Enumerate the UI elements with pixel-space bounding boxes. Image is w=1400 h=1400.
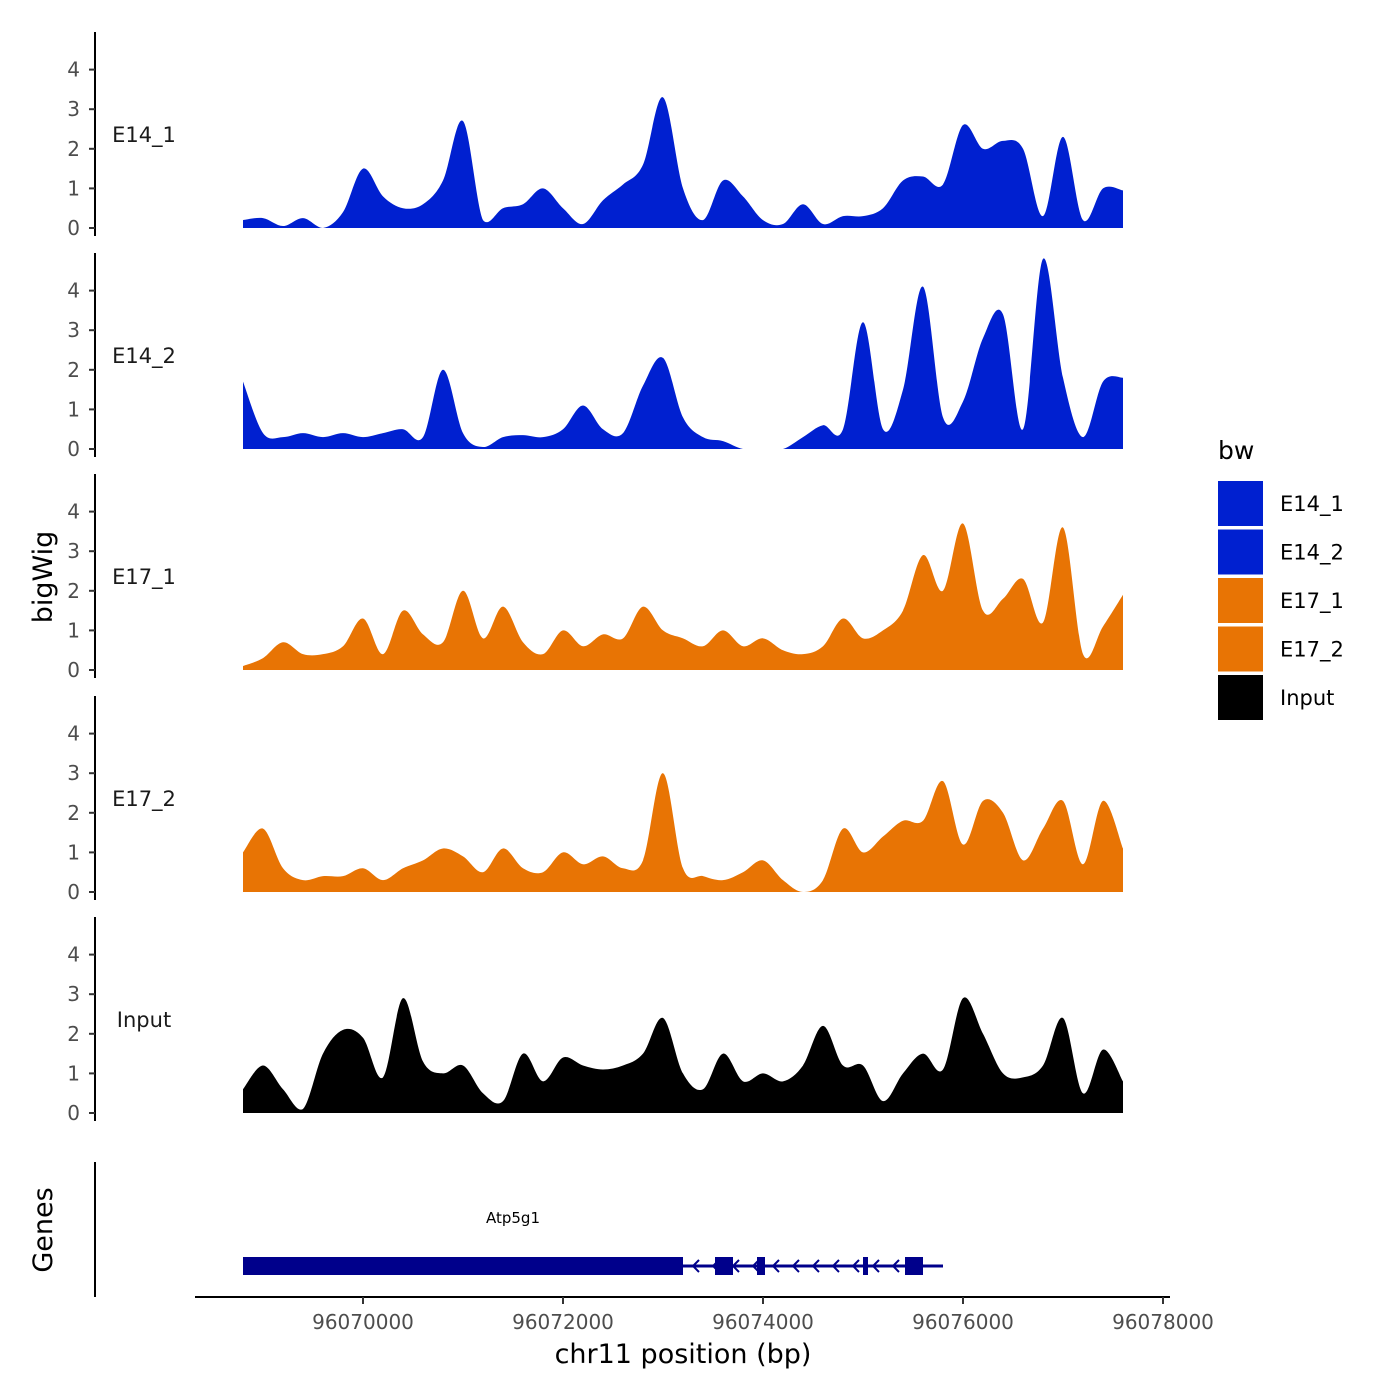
coverage-area-e17-1 — [243, 523, 1123, 670]
y-axis-title: bigWig — [28, 531, 59, 624]
track-panel-e17-1: 0 1 2 3 4 E17_1 — [67, 474, 1123, 682]
gene-exon — [715, 1257, 733, 1275]
gene-exon — [905, 1257, 923, 1275]
track-panel-e14-2: 0 1 2 3 4 E14_2 — [67, 253, 1123, 461]
x-ticks: 96070000 96072000 96074000 96076000 96078000 — [312, 1297, 1214, 1334]
track-label: E14_1 — [112, 123, 176, 148]
coverage-area-input — [243, 997, 1123, 1113]
y-tick-label: 4 — [67, 943, 80, 967]
legend-label: Input — [1280, 686, 1334, 710]
y-tick-label: 4 — [67, 500, 80, 524]
y-tick-label: 2 — [67, 801, 80, 825]
y-tick-label: 2 — [67, 579, 80, 603]
y-tick-label: 1 — [67, 618, 80, 642]
gene-exon — [757, 1257, 765, 1275]
x-axis: 96070000 96072000 96074000 96076000 96078000 — [195, 1296, 1214, 1334]
y-tick-label: 0 — [67, 437, 80, 461]
x-axis-title: chr11 position (bp) — [555, 1339, 812, 1370]
y-tick-label: 3 — [67, 539, 80, 563]
y-tick-label: 1 — [67, 840, 80, 864]
legend-label: E17_1 — [1280, 589, 1344, 614]
legend-key-e14-1 — [1218, 481, 1263, 526]
y-tick-label: 0 — [67, 880, 80, 904]
track-label: E17_2 — [112, 787, 176, 812]
legend-key-e14-2 — [1218, 529, 1263, 575]
strand-arrow — [791, 1259, 800, 1273]
gene-label: Atp5g1 — [486, 1209, 540, 1227]
y-tick-label: 0 — [67, 216, 80, 240]
gene-shapes — [243, 1257, 943, 1275]
x-tick-label: 96074000 — [712, 1310, 814, 1334]
y-tick-label: 0 — [67, 658, 80, 682]
legend-title: bw — [1218, 436, 1254, 465]
gene-exon — [243, 1257, 683, 1275]
y-tick-label: 0 — [67, 1101, 80, 1125]
coverage-area-e14-1 — [243, 97, 1123, 229]
legend: bw E14_1 E14_2 E17_1 E17_2 Input — [1218, 436, 1344, 720]
y-tick-label: 2 — [67, 358, 80, 382]
legend-key-input — [1218, 675, 1263, 720]
y-tick-label: 3 — [67, 761, 80, 785]
x-tick-label: 96078000 — [1112, 1310, 1214, 1334]
track-label: Input — [117, 1008, 171, 1032]
y-tick-label: 1 — [67, 176, 80, 200]
track-panel-e17-2: 0 1 2 3 4 E17_2 — [67, 696, 1123, 904]
y-tick-label: 4 — [67, 58, 80, 82]
x-tick-label: 96072000 — [512, 1310, 614, 1334]
strand-arrow — [831, 1259, 840, 1273]
y-tick-label: 3 — [67, 97, 80, 121]
track-label: E14_2 — [112, 344, 176, 369]
legend-label: E17_2 — [1280, 638, 1344, 663]
coverage-area-e17-2 — [243, 773, 1123, 892]
legend-label: E14_1 — [1280, 492, 1344, 517]
y-tick-label: 4 — [67, 279, 80, 303]
legend-entries: E14_1 E14_2 E17_1 E17_2 Input — [1218, 481, 1344, 720]
legend-key-e17-1 — [1218, 578, 1263, 623]
strand-arrow — [811, 1259, 820, 1273]
y-tick-label: 2 — [67, 137, 80, 161]
track-label: E17_1 — [112, 565, 176, 590]
strand-arrow — [691, 1259, 700, 1273]
x-tick-label: 96076000 — [912, 1310, 1014, 1334]
y-tick-label: 2 — [67, 1022, 80, 1046]
genes-axis-title: Genes — [28, 1187, 59, 1272]
y-tick-label: 3 — [67, 318, 80, 342]
coverage-area-e14-2 — [243, 258, 1123, 449]
track-panels: 0 1 2 3 4 E14_1 0 1 2 3 4 E14_2 0 1 2 3 4 E17_1 0 1 2 3 4 E17_2… — [67, 32, 1123, 1125]
gene-exon — [863, 1257, 868, 1275]
strand-arrow — [871, 1259, 880, 1273]
legend-label: E14_2 — [1280, 541, 1344, 566]
strand-arrow — [891, 1259, 900, 1273]
track-panel-input: 0 1 2 3 4 Input — [67, 917, 1123, 1125]
legend-key-e17-2 — [1218, 626, 1263, 672]
y-tick-label: 1 — [67, 397, 80, 421]
x-tick-label: 96070000 — [312, 1310, 414, 1334]
track-panel-e14-1: 0 1 2 3 4 E14_1 — [67, 32, 1123, 240]
strand-arrow — [851, 1259, 860, 1273]
strand-arrow — [771, 1259, 780, 1273]
gene-track-panel: Atp5g1 — [94, 1162, 943, 1297]
y-tick-label: 3 — [67, 982, 80, 1006]
y-tick-label: 1 — [67, 1061, 80, 1085]
y-tick-label: 4 — [67, 722, 80, 746]
